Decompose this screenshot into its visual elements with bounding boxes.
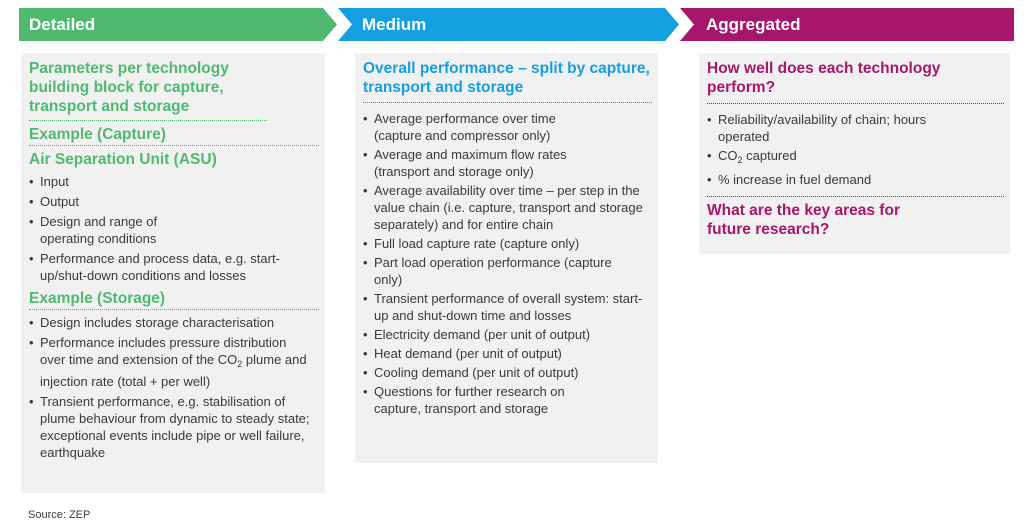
- stage-label-medium: Medium: [362, 14, 427, 34]
- stage-arrow-medium: Medium: [338, 8, 679, 41]
- asu-heading: Air Separation Unit (ASU): [29, 151, 217, 168]
- stage-label-aggregated: Aggregated: [706, 14, 801, 34]
- stage-arrow-detailed: Detailed: [19, 8, 337, 41]
- source-note: Source: ZEP: [28, 509, 91, 521]
- co2-text: Performance includes pressure distributi…: [40, 335, 287, 367]
- aggregated-list: Reliability/availability of chain; hours…: [707, 111, 1004, 197]
- list-item: Performance and process data, e.g. start…: [29, 250, 319, 284]
- co2-subscript: 2: [737, 155, 743, 165]
- list-item: CO2 captured: [707, 147, 1004, 169]
- co2-text: CO: [718, 148, 738, 163]
- medium-heading: Overall performance – split by capture, …: [363, 59, 652, 103]
- list-item: Heat demand (per unit of output): [363, 345, 652, 362]
- medium-panel: Overall performance – split by capture, …: [355, 53, 658, 463]
- list-item: Reliability/availability of chain; hours…: [707, 111, 938, 145]
- list-item: Full load capture rate (capture only): [363, 235, 652, 252]
- list-item: Cooling demand (per unit of output): [363, 364, 652, 381]
- list-item: % increase in fuel demand: [707, 171, 1004, 188]
- plume-text: plume and injection rate (total + per we…: [40, 352, 307, 389]
- list-item: Design includes storage characterisation: [29, 314, 319, 331]
- list-item: Average availability over time – per ste…: [363, 182, 649, 233]
- co2-subscript: 2: [237, 359, 243, 369]
- medium-list: Average performance over time (capture a…: [363, 110, 652, 417]
- list-item: Electricity demand (per unit of output): [363, 326, 652, 343]
- list-item: Average and maximum flow rates (transpor…: [363, 146, 614, 180]
- list-item: Input: [29, 173, 319, 190]
- list-item: Performance includes pressure distributi…: [29, 334, 308, 390]
- list-item: Part load operation performance (capture…: [363, 254, 614, 288]
- list-item: Output: [29, 193, 319, 210]
- list-item: Design and range of operating conditions: [29, 213, 210, 247]
- list-item: Questions for further research on captur…: [363, 383, 614, 417]
- stage-arrow-aggregated: Aggregated: [680, 8, 1014, 41]
- aggregated-heading-performance: How well does each technology perform?: [707, 59, 1004, 104]
- example-storage-heading: Example (Storage): [29, 284, 319, 310]
- list-item: Average performance over time (capture a…: [363, 110, 604, 144]
- aggregated-panel: How well does each technology perform? R…: [699, 53, 1010, 254]
- detailed-panel: Parameters per technology building block…: [21, 53, 325, 493]
- example-capture-heading: Example (Capture): [29, 121, 319, 146]
- aggregated-heading-research: What are the key areas for future resear…: [707, 202, 900, 238]
- captured-text: captured: [742, 148, 797, 163]
- list-item: Transient performance of overall system:…: [363, 290, 652, 324]
- storage-list: Design includes storage characterisation…: [29, 314, 319, 461]
- detailed-heading: Parameters per technology building block…: [29, 59, 267, 121]
- stage-label-detailed: Detailed: [29, 14, 96, 34]
- asu-list: Input Output Design and range of operati…: [29, 173, 319, 284]
- list-item: Transient performance, e.g. stabilisatio…: [29, 393, 319, 461]
